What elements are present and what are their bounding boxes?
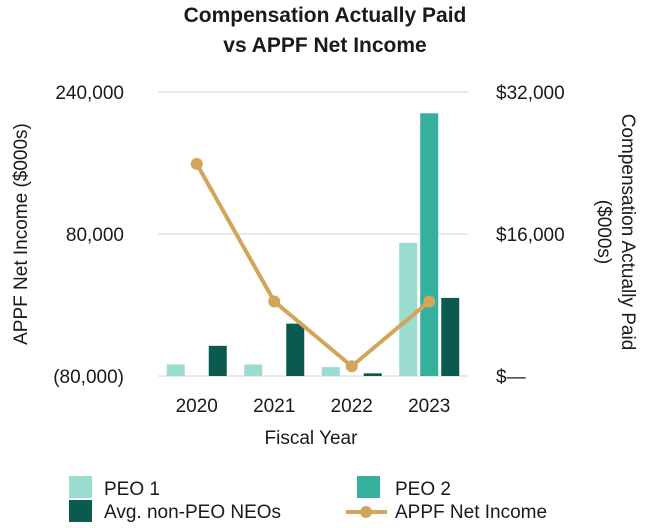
right-tick-label: $16,000 bbox=[496, 225, 565, 246]
x-tick-label-2023: 2023 bbox=[408, 396, 450, 417]
net-income-point-2022 bbox=[345, 360, 358, 373]
bar-peo-1-2023 bbox=[399, 242, 418, 376]
x-axis-label: Fiscal Year bbox=[265, 428, 359, 449]
left-axis-ticks: (80,000) 80,000 240,000 bbox=[53, 83, 124, 388]
x-tick-label-2020: 2020 bbox=[176, 396, 218, 417]
bar-peo-1-2022 bbox=[321, 367, 340, 376]
bar-avg-non-peo-neos-2021 bbox=[286, 323, 305, 376]
legend-label-peo-1: PEO 1 bbox=[104, 479, 160, 500]
net-income-polyline bbox=[194, 161, 432, 369]
left-tick-label: 240,000 bbox=[55, 83, 124, 104]
legend-label-net-income: APPF Net Income bbox=[395, 502, 547, 523]
x-tick-label-2021: 2021 bbox=[253, 396, 295, 417]
chart-title-line-2: vs APPF Net Income bbox=[223, 34, 426, 57]
right-axis-label-line-2: ($000s) bbox=[593, 200, 614, 264]
right-axis-ticks: $— $16,000 $32,000 bbox=[496, 83, 565, 388]
bar-avg-non-peo-neos-2020 bbox=[208, 345, 227, 376]
net-income-point-2020 bbox=[190, 157, 203, 170]
legend-swatch-peo-1 bbox=[69, 476, 92, 498]
right-axis-label-line-1: Compensation Actually Paid bbox=[617, 114, 638, 351]
legend: PEO 1 PEO 2 Avg. non-PEO NEOs APPF Net I… bbox=[69, 476, 547, 523]
legend-swatch-avg-non-peo-neos bbox=[69, 500, 92, 522]
bar-avg-non-peo-neos-2023 bbox=[441, 297, 460, 376]
legend-swatch-net-income-marker bbox=[360, 506, 372, 518]
left-axis-label: APPF Net Income ($000s) bbox=[11, 123, 32, 345]
right-tick-label: $32,000 bbox=[496, 83, 565, 104]
legend-label-peo-2: PEO 2 bbox=[395, 479, 451, 500]
net-income-line bbox=[190, 157, 436, 373]
bar-peo-1-2020 bbox=[166, 364, 185, 376]
net-income-point-2023 bbox=[423, 295, 436, 308]
left-tick-label: (80,000) bbox=[53, 367, 124, 388]
net-income-point-2021 bbox=[268, 295, 281, 308]
legend-swatch-peo-2 bbox=[357, 476, 380, 498]
left-tick-label: 80,000 bbox=[66, 225, 124, 246]
legend-label-avg-non-peo-neos: Avg. non-PEO NEOs bbox=[104, 502, 281, 523]
bar-peo-2-2023 bbox=[420, 113, 439, 377]
bars bbox=[166, 113, 460, 377]
bar-avg-non-peo-neos-2022 bbox=[363, 373, 382, 376]
chart-title-line-1: Compensation Actually Paid bbox=[184, 4, 467, 27]
right-tick-label: $— bbox=[496, 367, 526, 388]
x-tick-label-2022: 2022 bbox=[331, 396, 373, 417]
x-axis-ticks: 2020 2021 2022 2023 bbox=[176, 396, 451, 417]
bar-peo-1-2021 bbox=[244, 364, 263, 376]
